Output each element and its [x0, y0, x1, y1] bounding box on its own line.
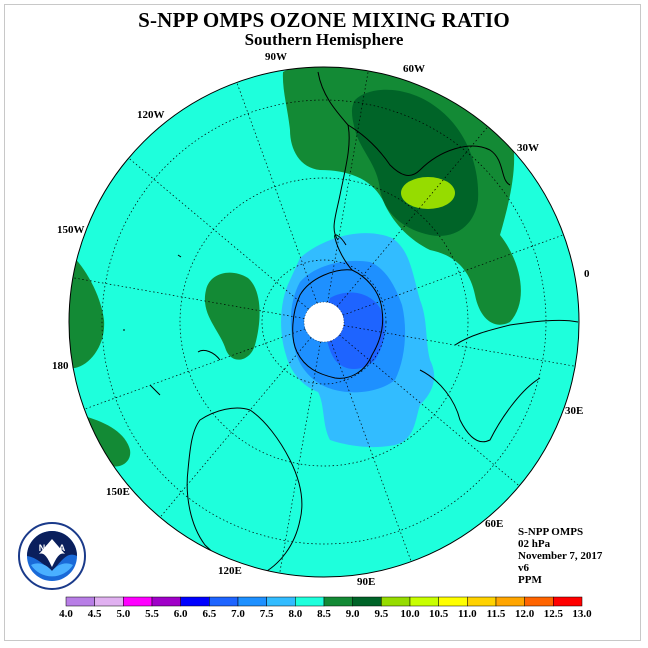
colorbar-tick-label: 12.0 — [515, 608, 535, 620]
colorbar-tick-label: 8.0 — [288, 608, 303, 620]
colorbar-tick-label: 7.5 — [259, 608, 274, 620]
colorbar-tick-label: 6.0 — [173, 608, 188, 620]
meridian-line — [323, 234, 564, 323]
colorbar-tick-label: 10.5 — [429, 608, 449, 620]
australia-coast — [186, 407, 303, 576]
ozone-contour-9-5 — [401, 177, 455, 209]
colorbar-tick-label: 4.5 — [87, 608, 102, 620]
noaa-logo-text: NOAA — [39, 543, 66, 553]
colorbar-tick-label: 11.0 — [458, 608, 477, 620]
colorbar-tick-label: 4.0 — [59, 608, 73, 620]
meridian-line — [84, 321, 325, 410]
map-boundary — [68, 66, 580, 578]
map-subtitle: Southern Hemisphere — [244, 30, 404, 49]
colorbar-tick-label: 11.5 — [486, 608, 506, 620]
meridian-line — [323, 321, 520, 487]
colorbar-tick-label: 13.0 — [572, 608, 592, 620]
map-title: S-NPP OMPS OZONE MIXING RATIO — [138, 8, 510, 32]
meridian-line — [236, 82, 325, 323]
ozone-contour-8-5-west — [204, 272, 260, 360]
colorbar-tick-label: 5.5 — [145, 608, 159, 620]
meridian-line — [128, 157, 325, 323]
lon-label-150e: 150E — [106, 486, 130, 498]
new-zealand-coast — [149, 349, 221, 396]
info-units: PPM — [518, 574, 542, 586]
colorbar-tick-label: 6.5 — [202, 608, 217, 620]
noaa-logo: NOAA — [18, 522, 86, 590]
lon-label-180: 180 — [52, 360, 69, 372]
lon-label-150w: 150W — [57, 224, 85, 236]
colorbar-tick-label: 9.5 — [374, 608, 389, 620]
meridian-line — [323, 321, 412, 562]
meridian-line — [279, 321, 325, 574]
lon-label-90e: 90E — [357, 576, 376, 588]
antarctica-islands — [123, 254, 182, 331]
south-america-coast — [317, 71, 511, 241]
meridian-line — [323, 126, 489, 323]
colorbar-tick-label: 9.0 — [345, 608, 360, 620]
coastlines — [123, 71, 579, 576]
lon-label-120e: 120E — [218, 565, 242, 577]
graticule — [101, 99, 547, 545]
lon-label-30e: 30E — [565, 405, 584, 417]
africa-coast — [419, 319, 579, 443]
lon-label-90w: 90W — [265, 51, 287, 63]
info-level: 02 hPa — [518, 538, 551, 550]
colorbar-tick-label: 5.0 — [116, 608, 131, 620]
lon-label-60w: 60W — [403, 63, 425, 75]
info-version: v6 — [518, 562, 529, 574]
info-instrument: S-NPP OMPS — [518, 526, 584, 538]
meridian-line — [72, 277, 325, 323]
info-date: November 7, 2017 — [518, 550, 603, 562]
meridian-line — [323, 70, 369, 323]
lon-label-30w: 30W — [517, 142, 539, 154]
meridian-line — [323, 321, 576, 367]
colorbar-tick-label: 12.5 — [543, 608, 563, 620]
lon-label-120w: 120W — [137, 109, 165, 121]
pole-hole — [303, 301, 345, 343]
colorbar-tick-label: 7.0 — [231, 608, 245, 620]
antarctic-peninsula — [334, 234, 353, 271]
lon-label-0: 0 — [584, 268, 590, 280]
colorbar-tick-label: 10.0 — [400, 608, 420, 620]
lon-label-60e: 60E — [485, 518, 504, 530]
image-frame — [4, 4, 641, 641]
colorbar-tick-label: 8.5 — [317, 608, 331, 620]
